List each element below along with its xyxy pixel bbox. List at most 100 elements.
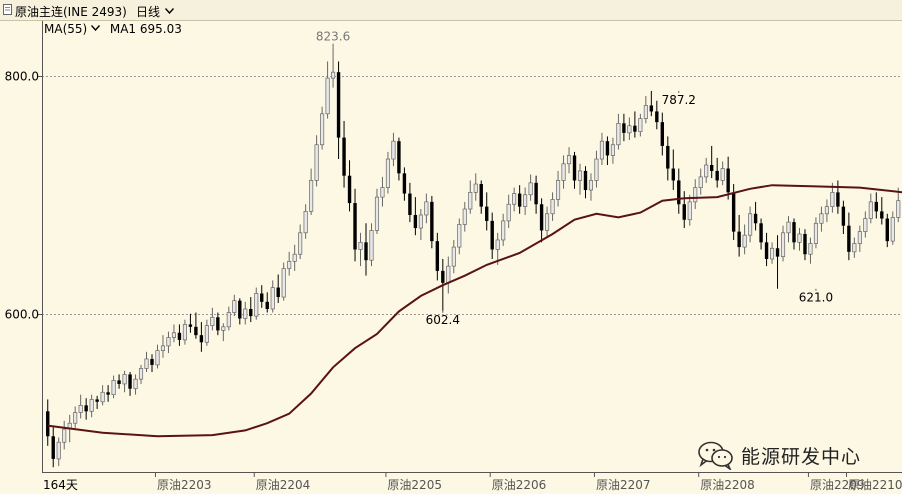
candle-down [408, 182, 412, 223]
candle-body [358, 241, 363, 250]
x-tick-label: 原油2204 [256, 478, 311, 492]
candle-body [649, 105, 654, 112]
candle-down [199, 322, 204, 352]
candle-up [62, 420, 67, 450]
candle-up [813, 217, 818, 249]
candle-body [336, 72, 341, 138]
candle-down [342, 120, 346, 188]
candle-body [292, 253, 297, 262]
candle-body [528, 182, 533, 196]
candle-body [128, 374, 132, 389]
candle-up [808, 237, 813, 264]
candle-down [792, 218, 796, 250]
candle-down [249, 297, 253, 323]
candle-up [226, 306, 231, 331]
candle-down [479, 180, 483, 214]
candle-body [638, 118, 643, 133]
candle-body [364, 242, 368, 261]
candle-body [808, 243, 813, 255]
candle-body [534, 182, 538, 205]
candle-up [182, 319, 187, 345]
candle-body [232, 300, 237, 313]
candle-down [539, 198, 544, 243]
candle-body [627, 125, 632, 134]
candle-body [737, 231, 741, 248]
candle-down [128, 372, 132, 396]
candle-down [84, 398, 88, 420]
candle-down [534, 175, 538, 214]
wechat-icon [698, 441, 733, 472]
candle-down [517, 185, 522, 214]
candle-down [885, 213, 889, 248]
candle-body [556, 180, 561, 200]
candle-body [73, 412, 78, 424]
candle-down [775, 235, 780, 289]
candle-up [424, 193, 429, 224]
candle-down [188, 313, 193, 333]
candle-body [517, 193, 522, 207]
candle-body [583, 170, 588, 190]
candle-body [254, 293, 259, 317]
candle-body [616, 122, 621, 146]
candle-body [512, 193, 517, 205]
candle-body [841, 206, 846, 226]
candle-body [572, 155, 577, 181]
candle-body [144, 358, 149, 369]
candle-down [364, 223, 368, 276]
period-selector[interactable]: 日线 [136, 3, 174, 20]
candle-body [155, 350, 160, 366]
candle-body [523, 194, 528, 207]
candle-body [391, 140, 396, 160]
candle-down [709, 145, 714, 179]
candle-up [462, 201, 467, 232]
candle-up [528, 174, 533, 201]
candle-body [204, 325, 209, 343]
candle-up [594, 150, 599, 188]
candle-up [204, 319, 209, 346]
candle-body [374, 196, 380, 231]
candle-up [599, 132, 604, 165]
candlestick-chart[interactable]: 600.0 800.0 823.6 787.2 602.4 621.0 164天 原油22… [0, 21, 902, 494]
candle-up [320, 106, 325, 150]
candle-body [265, 301, 269, 309]
x-tick-label: 原油2206 [492, 478, 547, 492]
candle-up [100, 385, 105, 406]
candle-up [852, 237, 857, 258]
candle-body [473, 183, 478, 193]
x-tick-labels: 164天 原油2203 原油2204 原油2205 原油2206 原油2207 原油2208… [43, 472, 902, 492]
candle-up [385, 151, 390, 194]
candle-body [852, 243, 857, 253]
x-tick-label: 原油2205 [387, 478, 442, 492]
candle-body [380, 187, 385, 198]
candle-up [133, 374, 138, 395]
candle-body [698, 176, 703, 188]
candle-body [896, 200, 901, 218]
candle-down [413, 197, 418, 236]
indicator-selector[interactable]: MA(55) [44, 22, 104, 36]
candle-body [655, 111, 659, 123]
candle-body [880, 211, 884, 219]
indicator-name: MA(55) [44, 22, 88, 36]
candle-up [512, 187, 517, 212]
period-label: 日线 [136, 5, 161, 19]
candle-body [485, 206, 489, 221]
candle-body [199, 335, 204, 343]
candle-body [418, 214, 423, 229]
candle-up [742, 224, 747, 255]
candle-down [430, 195, 434, 249]
candle-down [336, 61, 341, 160]
candle-body [599, 140, 604, 160]
candle-body [566, 155, 572, 165]
candle-body [238, 300, 242, 319]
candle-down [803, 229, 807, 261]
candle-up [857, 225, 862, 252]
x-tick-label: 原油2203 [157, 478, 212, 492]
candle-body [693, 187, 698, 203]
candle-up [643, 95, 648, 124]
candle-body [753, 213, 758, 224]
candle-up [314, 135, 319, 187]
candle-body [160, 345, 166, 351]
candle-up [523, 187, 528, 215]
candle-up [210, 307, 215, 331]
candle-down [649, 90, 654, 117]
